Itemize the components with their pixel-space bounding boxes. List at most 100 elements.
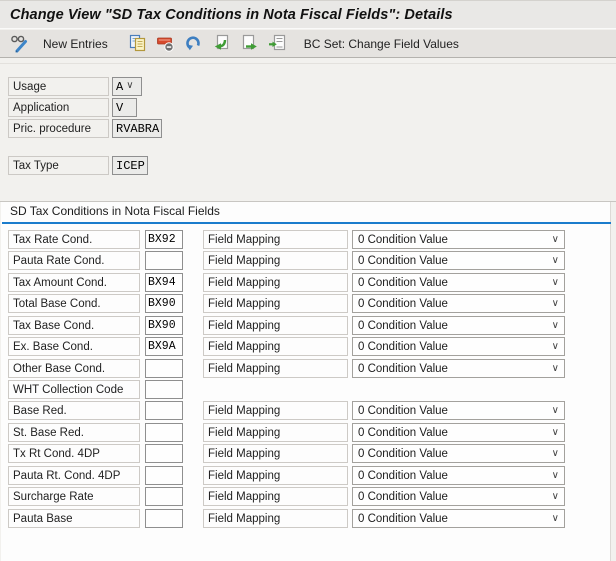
display-change-toggle-icon [9,34,31,54]
field-mapping-select[interactable]: 0 Condition Value ∨ [352,423,565,442]
bc-set-status-text: BC Set: Change Field Values [303,36,459,51]
row-value-input[interactable]: BX9A [145,337,183,356]
copy-button[interactable] [125,32,150,56]
application-toolbar: New Entries [0,30,616,58]
field-mapping-select[interactable]: 0 Condition Value ∨ [352,359,565,378]
field-mapping-selected-value: 0 Condition Value [358,362,448,375]
undo-button[interactable] [181,32,206,56]
field-mapping-label: Field Mapping [203,273,348,292]
field-mapping-select[interactable]: 0 Condition Value ∨ [352,466,565,485]
chevron-down-icon: ∨ [551,469,559,481]
new-entries-button[interactable]: New Entries [34,32,117,56]
tax-type-input[interactable]: ICEP [112,156,148,175]
field-mapping-label: Field Mapping [203,359,348,378]
usage-select[interactable]: A ∨ [112,77,142,96]
row-value-input[interactable] [145,401,183,420]
table-row: St. Base Red. Field Mapping 0 Condition Va… [0,423,616,442]
row-value-input[interactable] [145,444,183,463]
row-value-input[interactable] [145,380,183,399]
field-mapping-selected-value: 0 Condition Value [358,340,448,353]
pricing-procedure-input[interactable]: RVABRA [112,119,162,138]
toolbar-separator [0,63,616,64]
row-value-input[interactable] [145,251,183,270]
select-entry-button[interactable] [265,32,290,56]
field-mapping-label: Field Mapping [203,487,348,506]
row-label: WHT Collection Code [8,380,140,399]
row-value-input[interactable]: BX92 [145,230,183,249]
chevron-down-icon: ∨ [126,80,134,92]
row-value-input[interactable] [145,487,183,506]
field-mapping-label: Field Mapping [203,294,348,313]
title-bar: Change View "SD Tax Conditions in Nota F… [0,1,616,29]
chevron-down-icon: ∨ [551,426,559,438]
chevron-down-icon: ∨ [551,512,559,524]
group-top-border [0,201,616,202]
field-mapping-selected-value: 0 Condition Value [358,512,448,525]
row-value-input[interactable]: BX94 [145,273,183,292]
field-mapping-select[interactable]: 0 Condition Value ∨ [352,509,565,528]
row-value-input[interactable] [145,359,183,378]
row-value-input[interactable] [145,423,183,442]
field-mapping-select[interactable]: 0 Condition Value ∨ [352,316,565,335]
previous-entry-icon [212,34,231,53]
row-label: Total Base Cond. [8,294,140,313]
row-label: St. Base Red. [8,423,140,442]
field-mapping-select[interactable]: 0 Condition Value ∨ [352,273,565,292]
field-mapping-selected-value: 0 Condition Value [358,490,448,503]
undo-icon [184,34,203,53]
row-value-input[interactable]: BX90 [145,316,183,335]
field-mapping-label: Field Mapping [203,230,348,249]
new-entries-label: New Entries [43,36,108,51]
delete-row-button[interactable] [153,32,178,56]
row-label: Surcharge Rate [8,487,140,506]
field-mapping-selected-value: 0 Condition Value [358,254,448,267]
table-row: Total Base Cond. BX90 Field Mapping 0 Condi… [0,294,616,313]
application-value: V [116,100,124,115]
next-entry-button[interactable] [237,32,262,56]
copy-icon [128,34,147,53]
pricing-procedure-value: RVABRA [116,121,160,136]
previous-entry-button[interactable] [209,32,234,56]
field-mapping-selected-value: 0 Condition Value [358,319,448,332]
table-row: Tx Rt Cond. 4DP Field Mapping 0 Condition … [0,444,616,463]
chevron-down-icon: ∨ [551,254,559,266]
application-label: Application [8,98,109,117]
field-mapping-label: Field Mapping [203,466,348,485]
application-input[interactable]: V [112,98,137,117]
field-mapping-selected-value: 0 Condition Value [358,404,448,417]
field-mapping-select[interactable]: 0 Condition Value ∨ [352,251,565,270]
delete-row-icon [156,34,175,53]
usage-label: Usage [8,77,109,96]
table-row: Tax Rate Cond. BX92 Field Mapping 0 Conditi… [0,230,616,249]
field-mapping-label: Field Mapping [203,251,348,270]
usage-value: A [116,79,124,94]
row-label: Pauta Rate Cond. [8,251,140,270]
display-change-toggle-button[interactable] [6,32,34,56]
field-mapping-select[interactable]: 0 Condition Value ∨ [352,401,565,420]
row-label: Tax Base Cond. [8,316,140,335]
row-value-input[interactable] [145,509,183,528]
row-value-input[interactable] [145,466,183,485]
field-mapping-select[interactable]: 0 Condition Value ∨ [352,294,565,313]
field-mapping-select[interactable]: 0 Condition Value ∨ [352,487,565,506]
chevron-down-icon: ∨ [551,297,559,309]
field-mapping-select[interactable]: 0 Condition Value ∨ [352,444,565,463]
row-label: Ex. Base Cond. [8,337,140,356]
field-mapping-selected-value: 0 Condition Value [358,297,448,310]
row-label: Other Base Cond. [8,359,140,378]
field-mapping-select[interactable]: 0 Condition Value ∨ [352,337,565,356]
row-value-input[interactable]: BX90 [145,294,183,313]
field-mapping-selected-value: 0 Condition Value [358,426,448,439]
chevron-down-icon: ∨ [551,362,559,374]
field-mapping-label: Field Mapping [203,444,348,463]
row-label: Base Red. [8,401,140,420]
field-mapping-select[interactable]: 0 Condition Value ∨ [352,230,565,249]
chevron-down-icon: ∨ [551,276,559,288]
field-mapping-selected-value: 0 Condition Value [358,447,448,460]
tax-type-value: ICEP [116,158,145,173]
table-row: Tax Base Cond. BX90 Field Mapping 0 Conditi… [0,316,616,335]
table-row: Other Base Cond. Field Mapping 0 Condition… [0,359,616,378]
section-accent-line [2,222,611,224]
table-row: WHT Collection Code [0,380,616,399]
